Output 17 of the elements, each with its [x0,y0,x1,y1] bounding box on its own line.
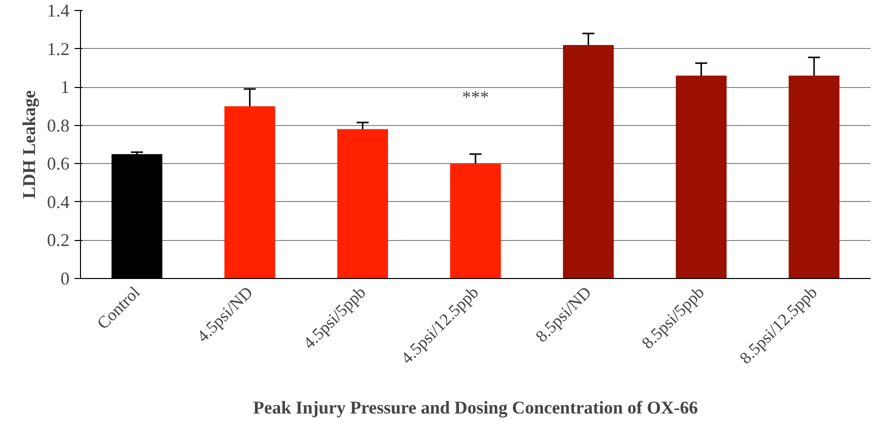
y-tick-label: 0.6 [47,154,70,174]
bar [450,164,501,278]
annotation: *** [462,86,489,107]
bar [788,76,840,278]
y-tick-label: 0 [60,268,70,288]
y-tick-label: 0.2 [47,230,70,250]
y-tick-label: 1 [60,77,70,98]
bar [562,44,614,278]
x-axis-title: Peak Injury Pressure and Dosing Concentration of OX-66 [253,397,698,418]
y-tick-label: 1.4 [47,0,70,20]
y-axis-title: LDH Leakage [19,90,39,199]
bar [224,106,276,278]
y-tick-label: 1.2 [47,38,70,59]
y-tick-label: 0.4 [47,192,70,212]
bar [337,129,388,278]
y-tick-label: 0.8 [47,115,70,136]
bar [676,76,727,278]
